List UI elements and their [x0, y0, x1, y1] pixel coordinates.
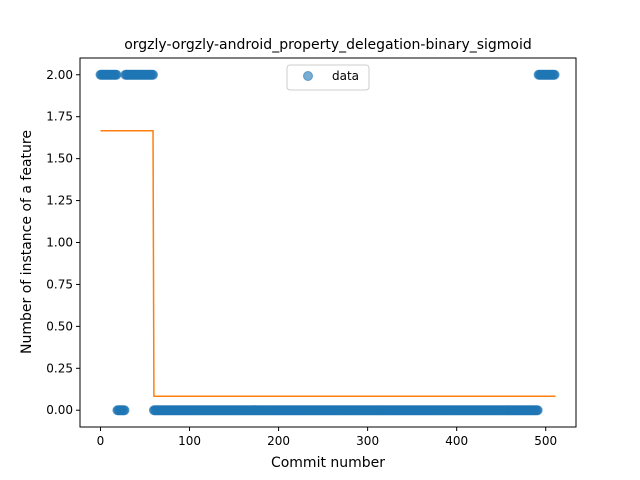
plot-area [95, 69, 560, 416]
legend-label-data: data [332, 69, 359, 83]
data-point [148, 69, 159, 80]
chart-title: orgzly-orgzly-android_property_delegatio… [124, 37, 532, 53]
x-tick-label: 0 [97, 434, 105, 448]
y-tick-label: 1.00 [46, 236, 73, 250]
y-axis-label: Number of instance of a feature [19, 130, 35, 354]
data-point [119, 405, 130, 416]
x-tick-label: 400 [445, 434, 468, 448]
x-tick-label: 100 [178, 434, 201, 448]
x-tick-label: 200 [267, 434, 290, 448]
x-axis-label: Commit number [271, 455, 385, 471]
x-tick-label: 500 [534, 434, 557, 448]
y-tick-label: 0.75 [46, 277, 73, 291]
x-tick-label: 300 [356, 434, 379, 448]
y-tick-label: 1.50 [46, 152, 73, 166]
data-point [549, 69, 560, 80]
y-tick-label: 1.75 [46, 110, 73, 124]
data-point [111, 69, 122, 80]
legend: data [286, 64, 370, 91]
y-tick-label: 1.25 [46, 194, 73, 208]
series-data-points [95, 69, 560, 416]
x-axis-ticks: 0 100 200 300 400 500 [97, 427, 557, 448]
axes-frame [79, 57, 577, 428]
sigmoid-fit-line [100, 130, 556, 398]
y-tick-label: 2.00 [46, 68, 73, 82]
data-point [532, 405, 543, 416]
legend-marker-data [303, 71, 313, 81]
y-tick-label: 0.25 [46, 361, 73, 375]
y-axis-ticks: 0.00 0.25 0.50 0.75 1.00 1.25 1.50 1.75 2.00 [46, 68, 80, 417]
y-tick-label: 0.00 [46, 403, 73, 417]
y-tick-label: 0.50 [46, 319, 73, 333]
